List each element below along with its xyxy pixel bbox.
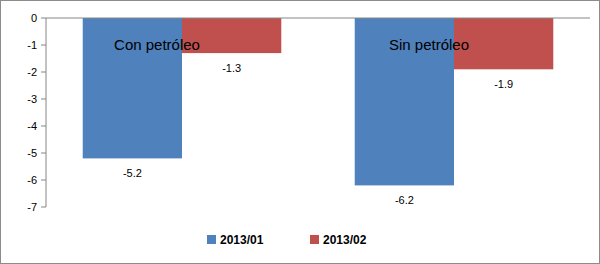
- y-tick: [41, 126, 46, 127]
- data-label: -6.2: [395, 194, 414, 206]
- chart-container: -7 -6 -5 -4 -3 -2 -1 0 -5.2 -6.2 -1.3 -1.9 Con petró…: [0, 0, 600, 264]
- y-tick: [41, 99, 46, 100]
- legend-swatch: [207, 235, 216, 244]
- y-axis: [46, 18, 47, 207]
- data-label: -5.2: [123, 167, 142, 179]
- data-label: -1.3: [222, 62, 241, 74]
- y-tick: [41, 72, 46, 73]
- data-label: -1.9: [494, 78, 513, 90]
- bars: [83, 18, 554, 185]
- y-tick: [41, 180, 46, 181]
- y-tick-label: -7: [27, 201, 37, 213]
- y-tick-label: -6: [27, 174, 37, 186]
- y-tick-label: -5: [27, 147, 37, 159]
- y-tick: [41, 153, 46, 154]
- y-tick: [41, 207, 46, 208]
- y-tick-label: -1: [27, 39, 37, 51]
- legend-label: 2013/01: [220, 233, 264, 247]
- legend: 2013/01 2013/02: [207, 233, 367, 247]
- y-tick-label: -2: [27, 66, 37, 78]
- legend-swatch: [310, 235, 319, 244]
- y-tick: [41, 45, 46, 46]
- chart-svg: -7 -6 -5 -4 -3 -2 -1 0 -5.2 -6.2 -1.3 -1.9 Con petró…: [0, 0, 600, 264]
- y-tick-label: -4: [27, 120, 37, 132]
- legend-label: 2013/02: [323, 233, 367, 247]
- x-axis: [46, 18, 590, 19]
- x-tick-label: Sin petróleo: [389, 36, 469, 53]
- chart-border: [1, 1, 600, 264]
- y-tick: [41, 18, 46, 19]
- y-tick-label: 0: [31, 12, 37, 24]
- data-labels: -5.2 -6.2 -1.3 -1.9: [123, 62, 513, 206]
- y-tick-label: -3: [27, 93, 37, 105]
- x-tick-label: Con petróleo: [114, 36, 200, 53]
